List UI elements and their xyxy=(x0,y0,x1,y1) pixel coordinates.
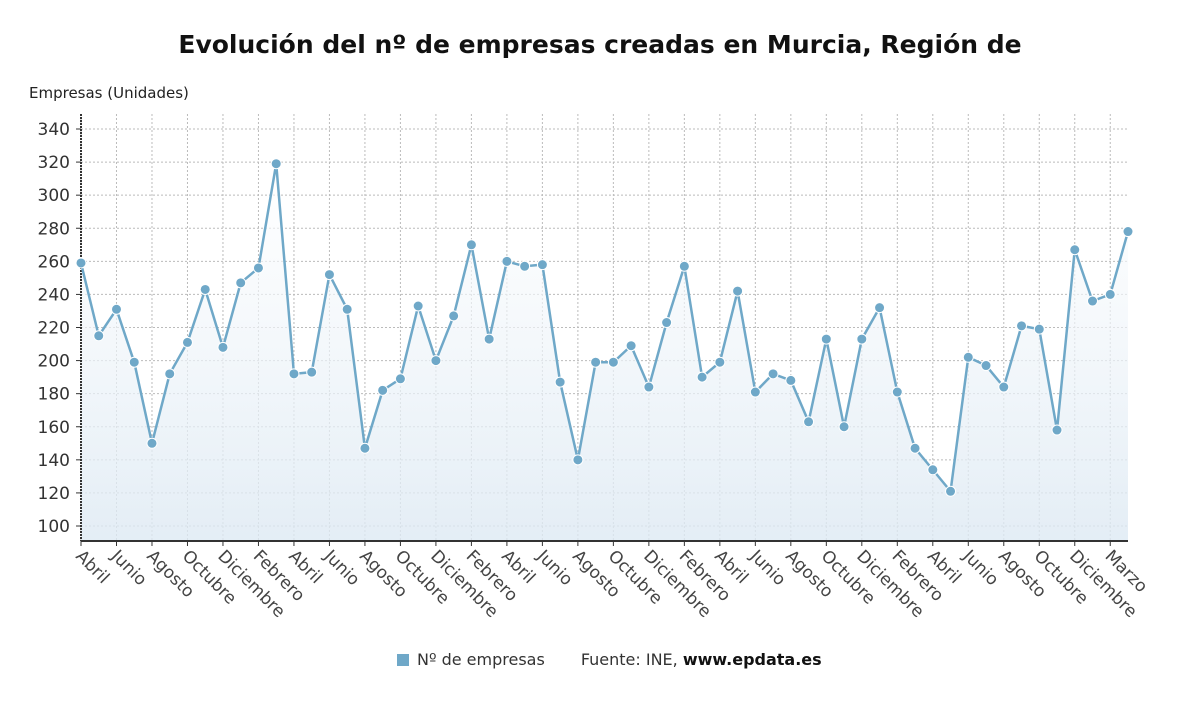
x-tick-label: Junio xyxy=(532,546,576,590)
data-point xyxy=(909,442,921,454)
data-point xyxy=(767,368,779,380)
data-point xyxy=(1051,424,1063,436)
data-point xyxy=(945,485,957,497)
y-tick-label: 140 xyxy=(38,451,70,471)
data-point xyxy=(465,239,477,251)
data-point xyxy=(856,333,868,345)
source-prefix: Fuente: INE, xyxy=(580,650,683,669)
data-point xyxy=(519,260,531,272)
x-tick-label: Junio xyxy=(319,546,363,590)
data-point xyxy=(749,386,761,398)
y-tick-label: 300 xyxy=(38,186,70,206)
legend: Nº de empresas Fuente: INE, www.epdata.e… xyxy=(397,650,822,669)
data-point xyxy=(554,376,566,388)
data-point xyxy=(323,269,335,281)
data-point xyxy=(874,302,886,314)
data-point xyxy=(412,300,424,312)
data-point xyxy=(430,355,442,367)
x-tick-label: Junio xyxy=(745,546,789,590)
data-point xyxy=(1033,323,1045,335)
chart-title: Evolución del nº de empresas creadas en … xyxy=(178,30,1022,59)
series-area xyxy=(81,163,1128,542)
y-tick-label: 120 xyxy=(38,484,70,504)
data-point xyxy=(270,158,282,170)
y-tick-label: 260 xyxy=(38,252,70,272)
data-point xyxy=(643,381,655,393)
data-point xyxy=(501,255,513,267)
y-tick-label: 200 xyxy=(38,352,70,372)
data-point xyxy=(714,356,726,368)
legend-label[interactable]: Nº de empresas xyxy=(417,650,545,669)
data-point xyxy=(732,285,744,297)
data-point xyxy=(341,303,353,315)
y-axis-label: Empresas (Unidades) xyxy=(29,84,189,102)
data-point xyxy=(572,454,584,466)
y-tick-label: 160 xyxy=(38,418,70,438)
data-point xyxy=(607,356,619,368)
data-point xyxy=(288,368,300,380)
data-point xyxy=(820,333,832,345)
source-link[interactable]: www.epdata.es xyxy=(682,650,822,669)
data-point xyxy=(590,356,602,368)
y-tick-label: 100 xyxy=(38,517,70,537)
data-point xyxy=(181,336,193,348)
data-point xyxy=(1122,226,1134,238)
data-point xyxy=(927,464,939,476)
y-tick-label: 240 xyxy=(38,285,70,305)
data-point xyxy=(217,341,229,353)
data-point xyxy=(377,384,389,396)
data-point xyxy=(838,421,850,433)
data-point xyxy=(252,262,264,274)
y-tick-label: 180 xyxy=(38,385,70,405)
data-point xyxy=(235,277,247,289)
data-point xyxy=(998,381,1010,393)
data-point xyxy=(110,303,122,315)
y-tick-label: 320 xyxy=(38,153,70,173)
y-tick-label: 280 xyxy=(38,219,70,239)
source-note: Fuente: INE, www.epdata.es xyxy=(581,650,822,669)
data-point xyxy=(661,317,673,329)
data-point xyxy=(678,260,690,272)
y-tick-label: 340 xyxy=(38,120,70,140)
data-point xyxy=(803,416,815,428)
x-tick-label: Junio xyxy=(106,546,150,590)
y-tick-label: 220 xyxy=(38,319,70,339)
data-point xyxy=(962,351,974,363)
data-point xyxy=(448,310,460,322)
data-point xyxy=(359,442,371,454)
data-point xyxy=(75,257,87,269)
data-point xyxy=(891,386,903,398)
data-point xyxy=(483,333,495,345)
data-point xyxy=(1104,288,1116,300)
x-tick-label: Junio xyxy=(958,546,1002,590)
data-point xyxy=(536,259,548,271)
data-point xyxy=(1069,244,1081,256)
data-point xyxy=(785,374,797,386)
data-point xyxy=(306,366,318,378)
data-point xyxy=(1016,320,1028,332)
data-point xyxy=(696,371,708,383)
data-point xyxy=(146,437,158,449)
x-tick-label: Abril xyxy=(71,546,113,588)
data-point xyxy=(625,340,637,352)
data-point xyxy=(980,360,992,372)
data-point xyxy=(164,368,176,380)
data-point xyxy=(128,356,140,368)
legend-swatch xyxy=(397,653,409,666)
data-point xyxy=(199,283,211,295)
data-point xyxy=(1087,295,1099,307)
data-point xyxy=(93,330,105,342)
data-point xyxy=(394,373,406,385)
